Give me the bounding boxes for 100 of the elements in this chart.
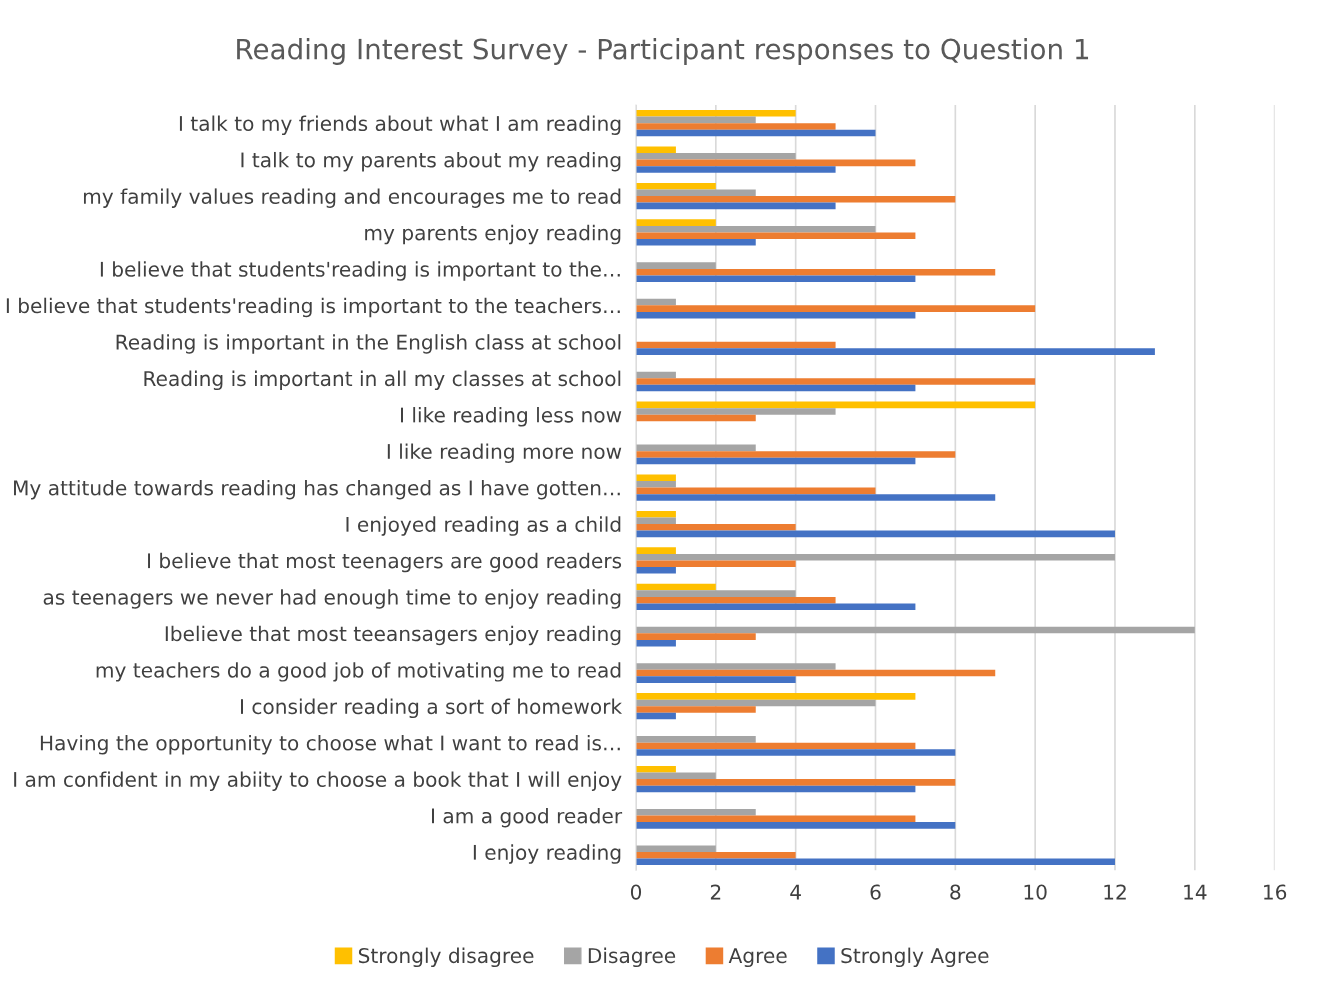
- bar: [636, 676, 796, 683]
- bar: [636, 348, 1155, 355]
- y-tick-label: I like reading more now: [387, 443, 622, 463]
- bar: [636, 590, 796, 597]
- x-tick-label: 0: [630, 884, 642, 900]
- bar: [636, 146, 676, 154]
- y-tick-label: I consider reading a sort of homework: [240, 698, 623, 719]
- y-tick-label: I talk to my friends about what I am reading: [179, 115, 621, 135]
- bar: [636, 517, 676, 525]
- bar: [636, 474, 676, 482]
- bar: [636, 633, 756, 640]
- bar: [636, 596, 836, 604]
- bar: [636, 129, 876, 137]
- bar: [636, 166, 836, 173]
- bar: [636, 481, 676, 488]
- y-tick-label: I believe that students'reading is important to the teachers…: [6, 297, 620, 318]
- bar: [636, 779, 956, 786]
- y-tick-label: I talk to my parents about my reading: [241, 151, 621, 172]
- bar: [636, 414, 756, 422]
- bar: [636, 547, 676, 554]
- y-tick-label: as teenagers we never had enough time to enjoy reading: [43, 589, 621, 609]
- bar: [636, 159, 916, 167]
- bar: [636, 815, 916, 823]
- bar: [636, 765, 676, 773]
- y-tick-label: my parents enjoy reading: [365, 224, 621, 245]
- bar: [636, 858, 1115, 866]
- bar: [636, 736, 756, 743]
- bar: [636, 341, 836, 349]
- bar: [636, 851, 796, 859]
- bar: [636, 669, 996, 677]
- bar: [636, 706, 756, 713]
- bar: [636, 530, 1115, 538]
- bar: [636, 560, 796, 568]
- chart-title: Reading Interest Survey - Participant responses to Question 1: [237, 38, 1089, 65]
- y-tick-label: I believe that most teenagers are good readers: [148, 552, 622, 573]
- bar: [636, 699, 876, 707]
- bar: [636, 444, 756, 452]
- bar: [636, 384, 916, 392]
- x-tick-label: 8: [950, 884, 961, 900]
- legend-label: Disagree: [588, 947, 676, 968]
- bar: [636, 494, 996, 501]
- y-tick-label: my teachers do a good job of motivating me to read: [96, 662, 621, 682]
- bar: [636, 808, 756, 816]
- y-tick-label: Reading is important in all my classes at school: [144, 370, 621, 391]
- bar: [636, 268, 996, 276]
- bar: [636, 626, 1195, 634]
- bar: [636, 524, 796, 531]
- bar: [636, 225, 876, 233]
- bar: [636, 153, 796, 160]
- bar: [636, 123, 836, 130]
- y-tick-label: I enjoyed reading as a child: [346, 516, 621, 536]
- bar: [636, 401, 1036, 409]
- bar: [636, 742, 916, 750]
- bar: [636, 822, 956, 829]
- y-tick-label: Ibelieve that most teeansagers enjoy reading: [165, 625, 621, 646]
- y-tick-label: I like reading less now: [401, 407, 622, 427]
- x-tick-label: 4: [790, 884, 801, 900]
- x-tick-label: 12: [1104, 884, 1126, 900]
- bar: [636, 663, 836, 670]
- y-tick-label: I believe that students'reading is important to the…: [100, 261, 620, 281]
- legend-label: Agree: [728, 948, 787, 968]
- bar: [636, 275, 916, 283]
- y-tick-label: My attitude towards reading has changed as I have gotten…: [14, 479, 620, 500]
- bar: [636, 182, 716, 190]
- bar: [636, 239, 756, 246]
- bar: [636, 262, 716, 269]
- y-tick-label: I am a good reader: [432, 807, 623, 828]
- x-tick-label: 14: [1184, 884, 1207, 900]
- bar: [636, 772, 716, 780]
- bar: [636, 451, 956, 458]
- y-tick-label: my family values reading and encourages me to read: [83, 188, 621, 208]
- bar: [636, 378, 1036, 385]
- bar: [636, 311, 916, 319]
- bar: [636, 232, 916, 240]
- bar: [636, 845, 716, 852]
- bar: [636, 457, 916, 465]
- y-tick-label: I am confident in my abiity to choose a book that I will enjoy: [14, 771, 622, 791]
- bar: [636, 219, 716, 226]
- x-tick-label: 16: [1264, 884, 1287, 900]
- bar: [636, 408, 836, 415]
- bar: [636, 749, 956, 756]
- bar: [636, 196, 956, 203]
- y-tick-label: Having the opportunity to choose what I want to read is…: [40, 735, 620, 755]
- x-tick-label: 6: [870, 884, 881, 900]
- bar: [636, 553, 1115, 561]
- bar: [636, 603, 916, 611]
- bar: [636, 110, 796, 117]
- bar: [636, 116, 756, 124]
- bar: [636, 487, 876, 495]
- bar: [636, 785, 916, 793]
- legend-label: Strongly Agree: [841, 947, 989, 968]
- bar: [636, 583, 716, 591]
- bar: [636, 202, 836, 210]
- x-tick-label: 10: [1024, 884, 1047, 900]
- x-tick-label: 2: [710, 884, 721, 900]
- bar: [636, 567, 676, 574]
- y-tick-label: I enjoy reading: [473, 844, 621, 864]
- y-tick-label: Reading is important in the English class at school: [116, 334, 621, 354]
- legend-label: Strongly disagree: [358, 947, 534, 968]
- bar: [636, 693, 916, 700]
